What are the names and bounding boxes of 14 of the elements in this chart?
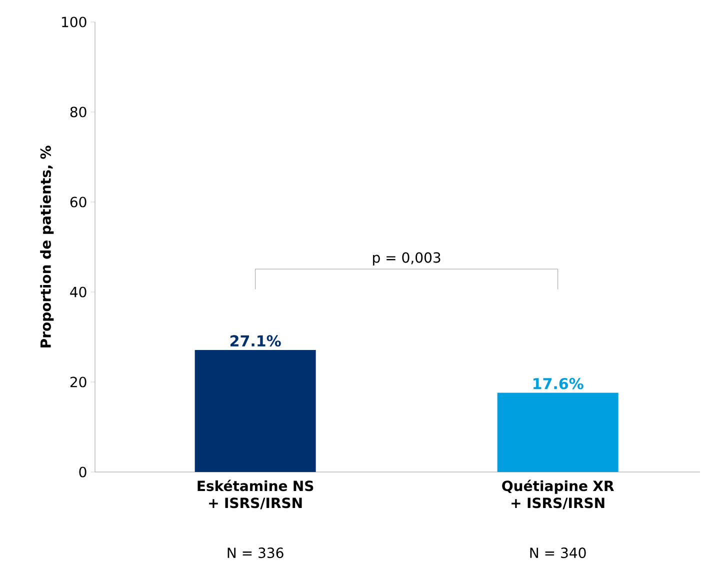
data-label: 17.6% bbox=[533, 378, 584, 390]
y-tick-label: 0 bbox=[79, 466, 86, 478]
y-tick-label: 20 bbox=[70, 376, 86, 388]
y-axis-title: Proportion de patients, % bbox=[40, 146, 54, 348]
y-tick-label: 40 bbox=[70, 286, 86, 298]
y-tick-label: 100 bbox=[62, 16, 86, 28]
text: N = 336 bbox=[228, 548, 284, 558]
y-tick-label: 80 bbox=[70, 106, 86, 118]
y-tick-label: 60 bbox=[70, 196, 86, 208]
annotation: p = 0,003 bbox=[373, 252, 440, 266]
x-tick-label: Quétiapine XR + ISRS/IRSN bbox=[502, 480, 614, 510]
x-tick-label: Eskétamine NS + ISRS/IRSN bbox=[198, 480, 314, 510]
data-label: 27.1% bbox=[230, 335, 281, 347]
text: N = 340 bbox=[530, 548, 586, 558]
